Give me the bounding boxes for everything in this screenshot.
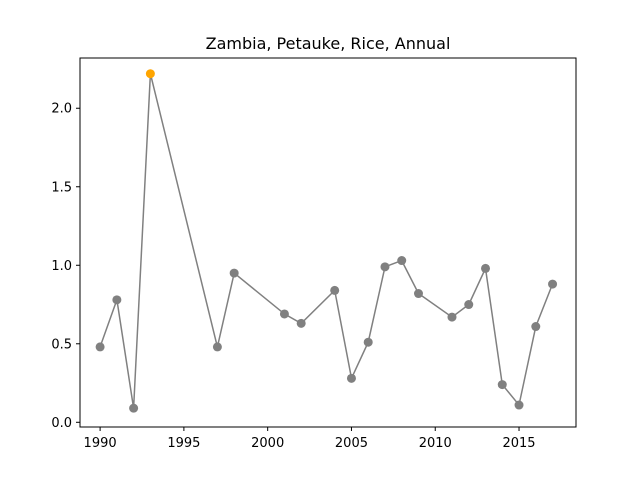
data-point: [497, 380, 507, 390]
series-points: [95, 69, 558, 413]
data-point: [397, 256, 407, 266]
data-point: [112, 295, 122, 305]
data-point: [514, 400, 524, 410]
x-tick-label: 1995: [167, 436, 200, 451]
data-point: [212, 342, 222, 352]
data-point: [481, 263, 491, 273]
data-point: [413, 289, 423, 299]
data-point: [447, 312, 457, 322]
data-point: [363, 337, 373, 347]
data-point: [548, 279, 558, 289]
data-point: [346, 373, 356, 383]
y-tick-label: 1.5: [51, 180, 72, 195]
data-point: [330, 285, 340, 295]
plot-area: [79, 57, 577, 428]
data-point: [229, 268, 239, 278]
x-tick-label: 2015: [502, 436, 535, 451]
x-tick-label: 2005: [335, 436, 368, 451]
y-tick-label: 0.5: [51, 337, 72, 352]
y-axis: 0.0 0.5 1.0 1.5 2.0: [51, 102, 80, 431]
x-tick-label: 2000: [251, 436, 284, 451]
y-tick-label: 0.0: [51, 416, 72, 431]
data-point: [296, 318, 306, 328]
data-point: [279, 309, 289, 319]
x-axis: 1990 1995 2000 2005 2010 2015: [84, 427, 536, 451]
highlighted-data-point: [145, 69, 155, 79]
x-tick-label: 2010: [419, 436, 452, 451]
y-tick-label: 2.0: [51, 102, 72, 117]
data-point: [380, 262, 390, 272]
x-tick-label: 1990: [84, 436, 117, 451]
data-point: [531, 322, 541, 332]
y-tick-label: 1.0: [51, 259, 72, 274]
data-point: [95, 342, 105, 352]
data-point: [464, 300, 474, 310]
chart-title: Zambia, Petauke, Rice, Annual: [206, 34, 451, 53]
data-point: [129, 403, 139, 413]
